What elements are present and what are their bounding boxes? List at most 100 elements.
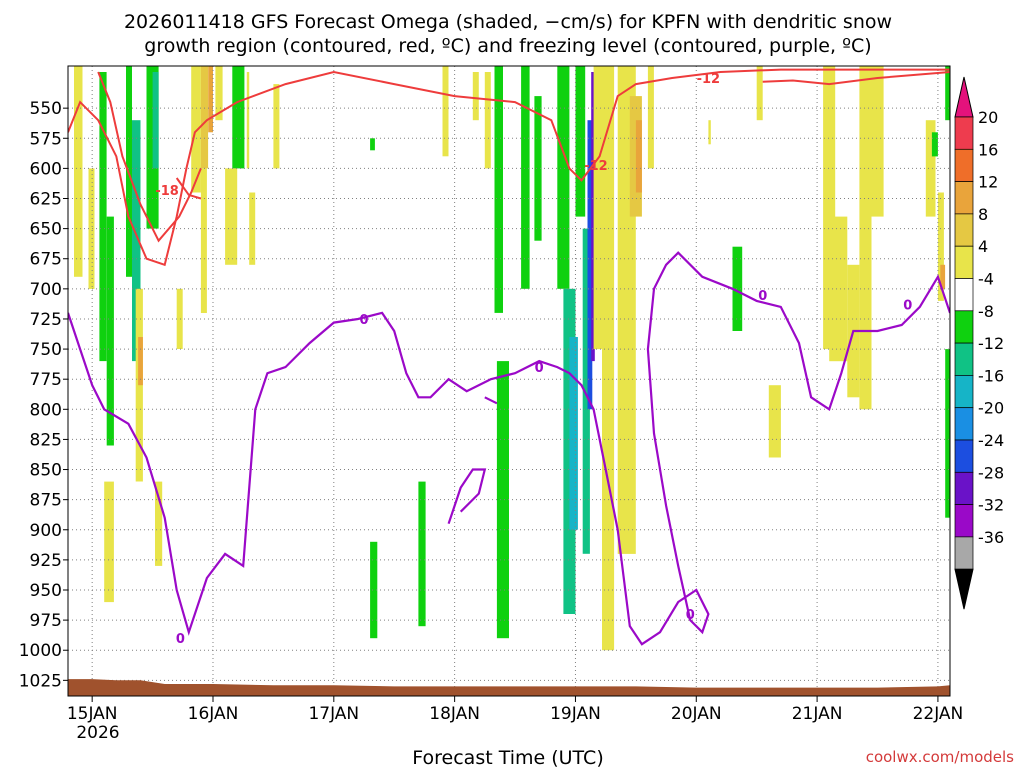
- title-line2: growth region (contoured, red, ºC) and f…: [144, 35, 871, 57]
- freezing-contour-0: [68, 251, 950, 646]
- x-axis-title: Forecast Time (UTC): [412, 747, 603, 768]
- colorbar-label-7: -12: [978, 334, 1004, 353]
- omega-cell-49: [768, 385, 781, 458]
- omega-cell-15: [208, 66, 213, 133]
- omega-cell-19: [225, 168, 238, 265]
- omega-cell-32: [534, 96, 542, 241]
- colorbar-label-12: -32: [978, 496, 1004, 515]
- omega-cell-46: [708, 120, 711, 145]
- x-tick-label-1: 16JAN: [188, 704, 239, 724]
- purple-contour-label-1: 0: [359, 313, 368, 328]
- omega-cell-22: [273, 84, 280, 169]
- y-tick-label-800: 800: [30, 400, 62, 420]
- purple-contour-label-5: 0: [903, 299, 912, 314]
- y-tick-label-600: 600: [30, 159, 62, 179]
- omega-cell-10: [152, 72, 159, 169]
- y-tick-label-750: 750: [30, 340, 62, 360]
- colorbar-label-2: 12: [978, 173, 998, 192]
- omega-cell-58: [940, 264, 946, 289]
- colorbar-label-1: 16: [978, 140, 998, 159]
- omega-shading: [74, 66, 950, 651]
- omega-cell-41: [602, 66, 615, 651]
- y-tick-label-550: 550: [30, 99, 62, 119]
- y-axis: 550 575 600 625 650 675 700 725 750 775 800 825 850 8…: [19, 99, 68, 691]
- omega-cell-59: [945, 66, 950, 121]
- omega-cell-54: [871, 66, 884, 217]
- omega-cell-27: [472, 72, 479, 121]
- colorbar-swatch-9: [954, 407, 974, 441]
- omega-cell-12: [176, 288, 183, 349]
- omega-cell-44: [635, 120, 642, 193]
- colorbar-swatch-8: [954, 375, 974, 409]
- credit-text: coolwx.com/models: [866, 748, 1014, 766]
- omega-cell-53: [859, 66, 872, 410]
- colorbar-label-4: 4: [978, 237, 988, 256]
- freezing-contour-1: [447, 468, 487, 525]
- colorbar-swatch-10: [954, 439, 974, 473]
- purple-contour-label-0: 0: [176, 632, 185, 647]
- omega-cell-2: [99, 72, 107, 362]
- purple-contour-label-2: 0: [535, 361, 544, 376]
- omega-cell-1: [88, 168, 95, 289]
- y-tick-label-825: 825: [30, 430, 62, 450]
- omega-cell-25: [418, 481, 426, 627]
- y-tick-label-650: 650: [30, 220, 62, 240]
- y-tick-label-675: 675: [30, 250, 62, 270]
- colorbar-swatch-2: [954, 181, 974, 215]
- colorbar-swatch-4: [954, 245, 974, 279]
- omega-cell-56: [931, 132, 938, 157]
- omega-cell-17: [215, 66, 223, 121]
- freezing-contour-2: [484, 396, 498, 405]
- colorbar-label-5: -4: [978, 270, 994, 289]
- omega-cell-38: [587, 120, 593, 410]
- x-tick-label-4: 19JAN: [550, 704, 601, 724]
- omega-cell-16: [200, 168, 207, 313]
- colorbar-swatch-11: [954, 471, 974, 505]
- x-tick-label-3: 18JAN: [429, 704, 480, 724]
- red-contour-label-1: -12: [697, 72, 721, 87]
- colorbar-swatch-6: [954, 310, 974, 344]
- y-tick-label-575: 575: [30, 129, 62, 149]
- y-tick-label-1000: 1000: [19, 641, 62, 661]
- contours: -18 -12 -12 0 0 0 0 0 0: [68, 68, 950, 647]
- x-tick-label-0: 15JAN: [67, 704, 118, 724]
- omega-cell-4: [104, 481, 114, 603]
- omega-cell-20: [246, 72, 250, 169]
- plot-frame: [67, 65, 951, 697]
- colorbar-swatch-13: [954, 536, 974, 570]
- y-tick-label-925: 925: [30, 551, 62, 571]
- colorbar-swatch-1: [954, 148, 974, 182]
- y-tick-label-775: 775: [30, 370, 62, 390]
- dendritic-contour-1: [97, 71, 202, 243]
- colorbar-label-9: -20: [978, 399, 1004, 418]
- colorbar-label-8: -16: [978, 366, 1004, 385]
- omega-cell-0: [74, 66, 83, 277]
- omega-cell-47: [732, 246, 743, 331]
- omega-cell-23: [370, 138, 375, 151]
- colorbar-label-0: 20: [978, 108, 998, 127]
- ground-layer: [68, 679, 950, 696]
- omega-cell-24: [370, 541, 378, 639]
- omega-cell-26: [442, 66, 449, 157]
- omega-cell-37: [582, 228, 590, 554]
- omega-cell-14: [200, 66, 209, 169]
- omega-cell-28: [484, 72, 491, 169]
- x-tick-label-6: 21JAN: [792, 704, 843, 724]
- title-line1: 2026011418 GFS Forecast Omega (shaded, −…: [124, 11, 892, 33]
- dendritic-contour-0: [68, 68, 950, 267]
- x-year-label: 2026: [76, 723, 119, 743]
- omega-cell-8: [138, 337, 143, 386]
- omega-cell-36: [575, 66, 586, 217]
- colorbar-label-13: -36: [978, 528, 1004, 547]
- plot-area: -18 -12 -12 0 0 0 0 0 0: [68, 66, 950, 696]
- omega-cell-13: [191, 66, 201, 193]
- colorbar-label-6: -8: [978, 302, 994, 321]
- ground-surface: [68, 679, 950, 696]
- colorbar-top-arrow: [954, 76, 974, 118]
- omega-cell-45: [647, 66, 654, 169]
- omega-cell-11: [155, 481, 163, 566]
- omega-cell-3: [106, 216, 114, 446]
- omega-cell-31: [521, 66, 530, 289]
- x-tick-label-7: 22JAN: [913, 704, 964, 724]
- dendritic-contour-3: [762, 71, 950, 86]
